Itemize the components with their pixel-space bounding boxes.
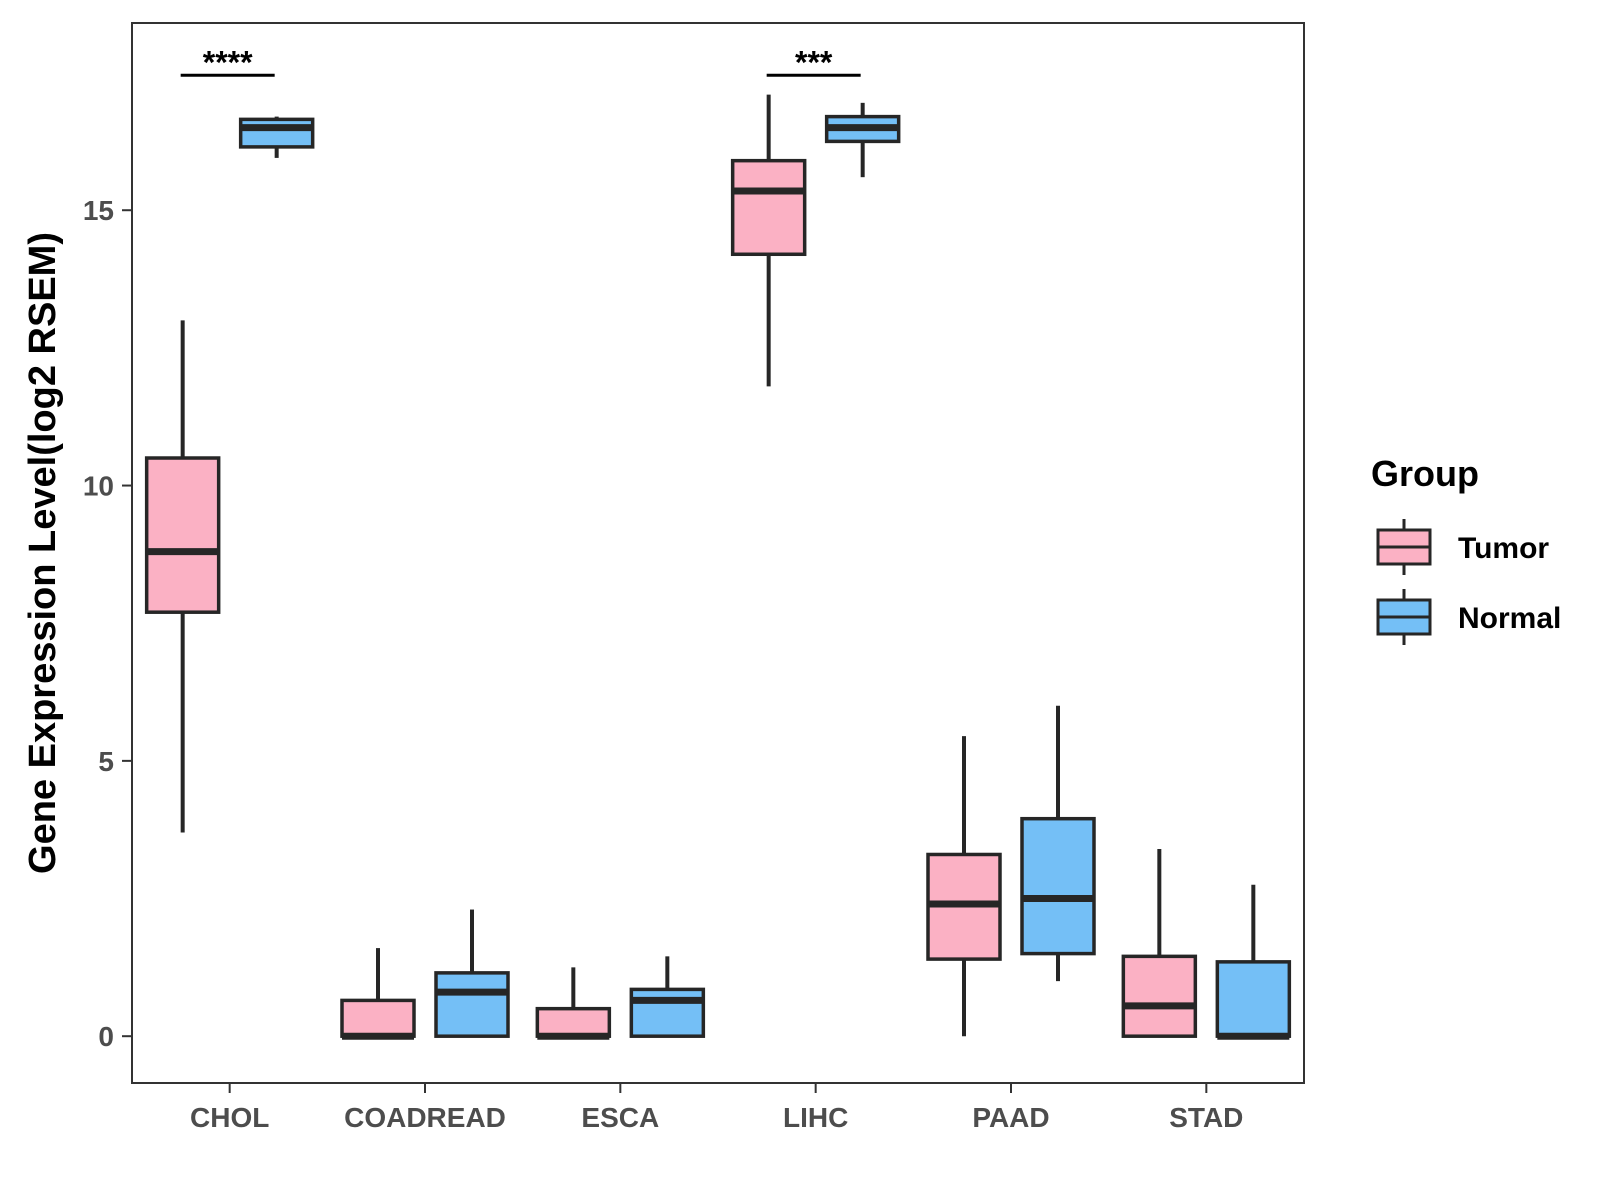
legend-label: Tumor <box>1458 532 1549 565</box>
x-tick-label: ESCA <box>581 1102 659 1133</box>
legend: Group Tumor Normal <box>1371 453 1561 645</box>
legend-item-normal: Normal <box>1376 589 1561 645</box>
x-axis: CHOL COADREAD ESCA LIHC PAAD STAD <box>190 1083 1243 1133</box>
box-normal-stad <box>1215 884 1292 1040</box>
significance-lihc: *** <box>766 44 861 80</box>
box-tumor-lihc <box>730 94 807 387</box>
plot-marks: **** *** <box>144 44 1292 1040</box>
box-body <box>144 456 221 614</box>
x-tick-label: CHOL <box>190 1102 269 1133</box>
y-tick-label: 10 <box>83 471 114 502</box>
y-tick-label: 5 <box>98 746 114 777</box>
box-normal-chol <box>238 116 315 158</box>
significance-label: **** <box>203 44 253 80</box>
significance-chol: **** <box>180 44 275 80</box>
x-tick-label: COADREAD <box>344 1102 506 1133</box>
box-normal-coadread <box>434 909 510 1038</box>
y-axis: 0 5 10 15 <box>83 195 132 1052</box>
box-body <box>730 158 807 257</box>
box-tumor-coadread <box>340 948 416 1040</box>
box-body <box>1215 960 1292 1038</box>
box-body <box>535 1006 612 1038</box>
box-normal-lihc <box>824 102 901 178</box>
box-body <box>340 998 416 1038</box>
legend-item-tumor: Tumor <box>1376 519 1549 575</box>
box-tumor-chol <box>144 320 221 833</box>
significance-label: *** <box>795 44 833 80</box>
box-body <box>434 971 510 1038</box>
box-body <box>1121 954 1198 1038</box>
y-axis-title: Gene Expression Level(log2 RSEM) <box>22 232 64 874</box>
legend-label: Normal <box>1458 602 1561 635</box>
box-tumor-esca <box>535 967 612 1040</box>
box-normal-esca <box>629 956 706 1038</box>
box-body <box>629 987 706 1038</box>
y-tick-label: 15 <box>83 195 114 226</box>
legend-title: Group <box>1371 453 1479 494</box>
box-body <box>238 117 315 149</box>
box-tumor-paad <box>926 736 1002 1037</box>
plot-panel-border <box>131 22 1305 1084</box>
x-tick-label: LIHC <box>783 1102 848 1133</box>
box-body <box>1020 816 1096 956</box>
x-tick-label: PAAD <box>972 1102 1049 1133</box>
x-tick-label: STAD <box>1169 1102 1243 1133</box>
y-tick-label: 0 <box>98 1021 114 1052</box>
box-tumor-stad <box>1121 848 1198 1038</box>
box-normal-paad <box>1020 705 1096 982</box>
